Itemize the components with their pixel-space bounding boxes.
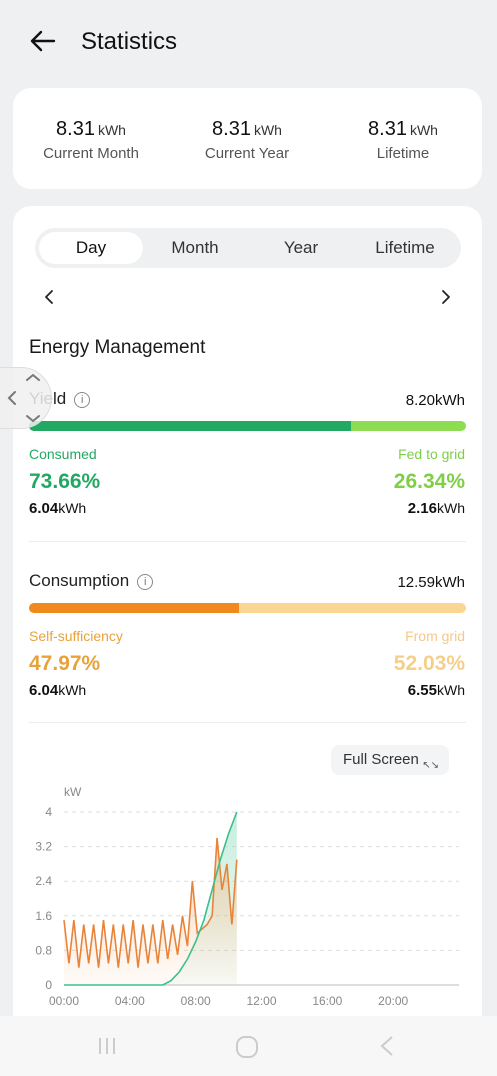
pv-line — [64, 811, 238, 986]
expand-icon: ↖↘ — [422, 760, 439, 771]
full-screen-button[interactable]: Full Screen ↖↘ — [331, 745, 449, 775]
fed-to-grid-label: Fed to grid — [398, 446, 465, 462]
x-tick-label: 20:00 — [378, 994, 408, 1008]
summary-unit: kWh — [253, 122, 282, 138]
fed-energy-unit: kWh — [437, 500, 465, 516]
grid-energy-value: 6.55 — [407, 682, 437, 699]
system-navigation-bar — [0, 1016, 497, 1076]
consumption-bar-grid — [29, 603, 466, 613]
consumption-total: 12.59kWh — [397, 574, 465, 591]
section-title: Energy Management — [29, 337, 206, 358]
y-tick-label: 3.2 — [35, 840, 52, 854]
consumed-percent: 73.66% — [29, 470, 101, 493]
page-title: Statistics — [81, 28, 178, 55]
from-grid-percent: 52.03% — [393, 652, 465, 675]
x-tick-label: 16:00 — [312, 994, 342, 1008]
consumption-total-value: 12.59 — [397, 574, 435, 591]
fed-energy: 2.16kWh — [408, 500, 465, 517]
home-icon[interactable] — [234, 1034, 260, 1060]
next-period-icon[interactable] — [435, 286, 457, 308]
summary-label: Current Year — [204, 145, 290, 162]
yield-total: 8.20kWh — [406, 392, 465, 409]
side-drag-handle[interactable] — [0, 367, 52, 429]
yield-total-unit: kWh — [435, 392, 465, 409]
consumed-energy-unit: kWh — [58, 500, 87, 516]
summary-current-month: 8.31 kWh Current Month — [13, 118, 169, 162]
consumption-bar-self — [29, 603, 239, 613]
summary-value: 8.31 — [56, 118, 95, 140]
info-icon[interactable]: i — [137, 574, 154, 590]
tab-lifetime[interactable]: Lifetime — [375, 238, 435, 257]
y-tick-label: 0.8 — [35, 943, 52, 957]
self-energy: 6.04kWh — [29, 682, 86, 699]
statistics-card: Day Month Year Lifetime Energy Managemen… — [13, 206, 482, 1036]
recent-apps-icon[interactable] — [95, 1034, 119, 1058]
consumption-label: Consumption — [29, 571, 130, 590]
consumption-bar — [29, 603, 466, 613]
summary-value: 8.31 — [212, 118, 251, 140]
consumption-row: Consumption i — [29, 571, 154, 591]
app-header: Statistics — [0, 0, 497, 85]
back-arrow-icon[interactable] — [26, 24, 60, 58]
consumed-label: Consumed — [29, 446, 97, 462]
summary-card: 8.31 kWh Current Month 8.31 kWh Current Ye… — [13, 88, 482, 189]
grid-energy: 6.55kWh — [408, 682, 465, 699]
consumed-energy: 6.04kWh — [29, 500, 86, 517]
summary-unit: kWh — [97, 122, 126, 138]
period-tabs: Day Month Year Lifetime — [35, 228, 461, 268]
y-tick-label: 2.4 — [35, 874, 52, 888]
self-energy-value: 6.04 — [29, 682, 59, 699]
x-tick-label: 00:00 — [49, 994, 79, 1008]
fed-to-grid-percent: 26.34% — [393, 470, 465, 493]
yield-bar — [29, 421, 466, 431]
tab-month[interactable]: Month — [171, 238, 219, 257]
self-sufficiency-label: Self-sufficiency — [29, 628, 123, 644]
summary-label: Lifetime — [376, 145, 430, 162]
tab-day[interactable]: Day — [39, 232, 143, 264]
consumption-total-unit: kWh — [435, 574, 465, 591]
grid-energy-unit: kWh — [437, 682, 465, 698]
summary-label: Current Month — [43, 145, 139, 162]
tab-year[interactable]: Year — [283, 238, 319, 257]
summary-lifetime: 8.31 kWh Lifetime — [325, 118, 481, 162]
load-area — [64, 837, 237, 985]
fed-energy-value: 2.16 — [407, 500, 437, 517]
power-chart: kW 0 0.8 1.6 2.4 3.2 4 00:00 04:00 08:00 12:00 16:0… — [35, 785, 459, 1008]
divider — [29, 541, 466, 542]
y-tick-label: 4 — [45, 805, 52, 819]
self-sufficiency-percent: 47.97% — [29, 652, 101, 675]
back-nav-icon[interactable] — [376, 1034, 400, 1058]
y-axis-label: kW — [64, 785, 82, 799]
info-icon[interactable]: i — [74, 392, 91, 408]
yield-total-value: 8.20 — [405, 392, 435, 409]
summary-value: 8.31 — [368, 118, 407, 140]
from-grid-label: From grid — [405, 628, 465, 644]
consumed-energy-value: 6.04 — [29, 500, 59, 517]
x-tick-label: 08:00 — [181, 994, 211, 1008]
full-screen-label: Full Screen — [343, 751, 419, 768]
summary-unit: kWh — [409, 122, 438, 138]
yield-bar-consumed — [29, 421, 351, 431]
summary-current-year: 8.31 kWh Current Year — [169, 118, 325, 162]
x-tick-label: 04:00 — [115, 994, 145, 1008]
y-tick-label: 0 — [45, 978, 52, 992]
previous-period-icon[interactable] — [38, 286, 60, 308]
x-tick-label: 12:00 — [246, 994, 276, 1008]
drag-arrows-icon — [7, 373, 40, 423]
divider — [29, 722, 466, 723]
self-energy-unit: kWh — [58, 682, 87, 698]
load-line — [63, 837, 238, 968]
y-tick-label: 1.6 — [35, 909, 52, 923]
